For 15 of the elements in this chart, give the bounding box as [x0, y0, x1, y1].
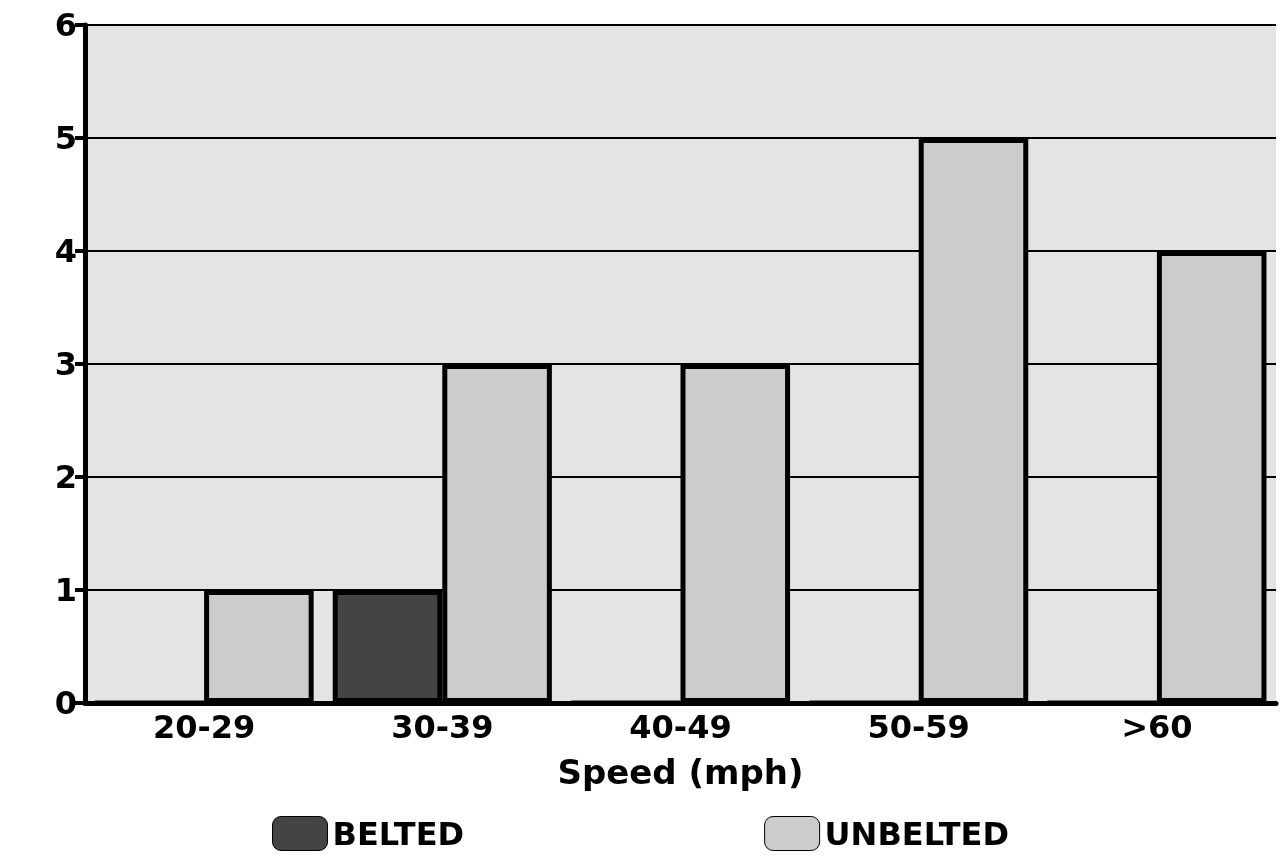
y-tick-label: 0 — [54, 684, 77, 722]
x-tick-label: 20-29 — [152, 708, 256, 746]
y-tick-label: 5 — [54, 119, 77, 157]
y-tick-label: 2 — [54, 458, 77, 496]
y-tick-label: 3 — [54, 345, 77, 383]
x-tick-label: 50-59 — [867, 708, 970, 746]
x-tick-label: >60 — [1121, 708, 1193, 746]
legend-label: UNBELTED — [824, 814, 1009, 853]
x-tick-label: 40-49 — [629, 708, 732, 746]
legend-label: BELTED — [332, 814, 465, 853]
y-tick-label: 1 — [54, 571, 77, 609]
x-axis-title: Speed (mph) — [557, 752, 804, 792]
y-tick-label: 6 — [54, 6, 77, 44]
y-tick-label: 4 — [54, 232, 77, 270]
x-tick-label: 30-39 — [391, 708, 494, 746]
